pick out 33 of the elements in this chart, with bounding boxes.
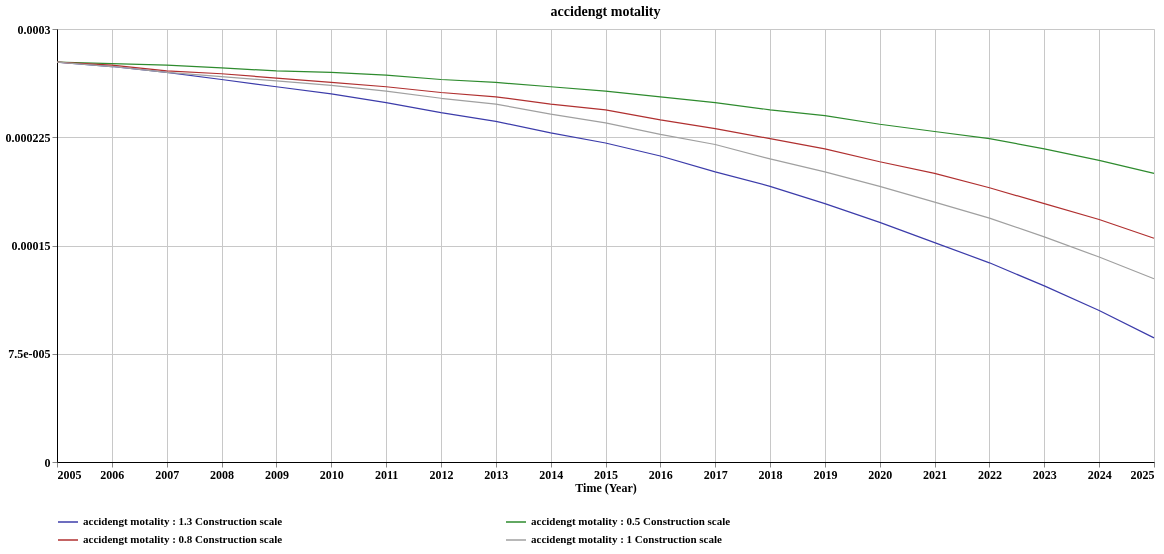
line-series <box>56 61 1155 280</box>
x-tick-label: 2017 <box>703 467 728 482</box>
chart-title: accidengt motality <box>550 4 661 19</box>
x-tick-label: 2007 <box>155 467 180 482</box>
x-tick-label: 2008 <box>210 467 235 482</box>
x-tick-label: 2016 <box>648 467 673 482</box>
x-tick-label: 2005 <box>57 467 82 482</box>
x-tick-label: 2013 <box>484 467 509 482</box>
x-tick-label: 2012 <box>429 467 454 482</box>
x-tick-label: 2021 <box>923 467 948 482</box>
x-tick-label: 2015 <box>594 467 618 482</box>
y-tick-label: 7.5e-005 <box>8 347 51 362</box>
x-axis-title: Time (Year) <box>575 480 637 495</box>
legend-label: accidengt motality : 1 Construction scale <box>531 533 723 545</box>
x-tick-label: 2018 <box>758 467 783 482</box>
x-tick-label: 2009 <box>264 467 289 482</box>
y-tick-label: 0.00015 <box>11 239 51 253</box>
legend-label: accidengt motality : 0.5 Construction scale <box>531 515 731 527</box>
y-tick-label: 0 <box>44 455 51 470</box>
x-tick-label: 2023 <box>1032 467 1057 482</box>
legend-label: accidengt motality : 1.3 Construction scale <box>83 515 283 527</box>
y-tick-label: 0.000225 <box>5 130 51 145</box>
x-tick-label: 2020 <box>868 467 893 482</box>
x-tick-label: 2010 <box>319 467 344 482</box>
x-tick-label: 2006 <box>100 467 125 482</box>
x-tick-label: 2025 <box>1130 467 1155 482</box>
x-tick-label: 2014 <box>539 467 564 482</box>
legend-label: accidengt motality : 0.8 Construction scale <box>83 533 283 545</box>
x-tick-label: 2011 <box>374 467 399 482</box>
x-tick-label: 2019 <box>813 467 838 482</box>
y-tick-label: 0.0003 <box>17 22 51 37</box>
x-tick-label: 2022 <box>977 467 1002 482</box>
x-tick-label: 2024 <box>1087 467 1112 482</box>
